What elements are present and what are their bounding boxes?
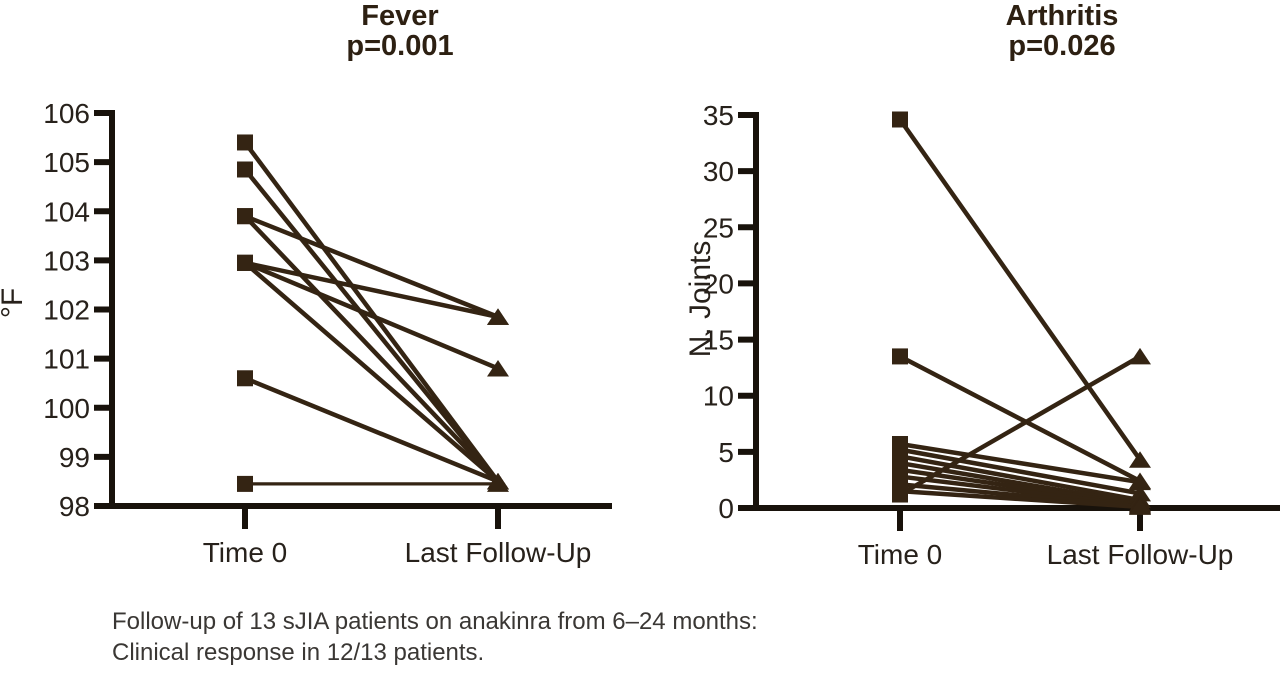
y-tick-label: 0 bbox=[718, 493, 734, 524]
patient-trajectory-line bbox=[243, 168, 500, 483]
fever-pvalue-text: p=0.001 bbox=[346, 30, 454, 62]
fever-panel-title: Fever p=0.001 bbox=[248, 1, 552, 61]
arthritis-y-axis-label: N. Joints bbox=[684, 240, 717, 358]
patient-trajectory-line bbox=[899, 441, 1141, 485]
y-tick-label: 102 bbox=[43, 295, 90, 326]
time0-square-marker bbox=[237, 161, 253, 178]
time0-square-marker bbox=[892, 348, 908, 365]
time0-square-marker bbox=[237, 475, 253, 492]
x-category-label: Last Follow-Up bbox=[405, 537, 592, 568]
patient-trajectory-line bbox=[898, 118, 1142, 462]
y-tick-label: 20 bbox=[703, 268, 734, 299]
followup-triangle-marker bbox=[1129, 347, 1151, 365]
y-tick-label: 30 bbox=[703, 156, 734, 187]
patient-trajectory-line bbox=[898, 354, 1142, 484]
y-tick-label: 106 bbox=[43, 98, 90, 129]
y-tick-label: 5 bbox=[718, 437, 734, 468]
y-tick-label: 15 bbox=[703, 325, 734, 356]
patient-trajectory-line bbox=[244, 214, 499, 319]
followup-triangle-marker bbox=[1129, 451, 1151, 468]
patient-trajectory-line bbox=[899, 447, 1141, 496]
y-tick-label: 104 bbox=[43, 196, 90, 227]
y-tick-label: 35 bbox=[703, 100, 734, 131]
followup-triangle-marker bbox=[1129, 473, 1151, 491]
x-category-label: Time 0 bbox=[203, 537, 288, 568]
fever-y-axis-label: °F bbox=[0, 287, 29, 319]
caption-line-2: Clinical response in 12/13 patients. bbox=[112, 639, 485, 666]
patient-trajectory-line bbox=[243, 141, 500, 483]
time0-square-marker bbox=[892, 483, 908, 500]
followup-triangle-marker bbox=[1129, 498, 1151, 515]
patient-trajectory-line bbox=[899, 454, 1141, 503]
patient-trajectory-line bbox=[244, 260, 499, 371]
followup-triangle-marker bbox=[487, 359, 509, 377]
patient-trajectory-line bbox=[899, 488, 1141, 510]
arthritis-panel: 35 30 25 20 15 10 5 0 Time 0 Last Follow-Up bbox=[703, 100, 1280, 570]
fever-panel: 106 105 104 103 102 101 100 99 98 Time 0 Last Foll… bbox=[43, 98, 612, 568]
y-tick-label: 105 bbox=[43, 147, 90, 178]
followup-triangle-marker bbox=[487, 308, 509, 325]
caption-line-1: Follow-up of 13 sJIA patients on anakinr… bbox=[112, 608, 758, 635]
time0-square-marker bbox=[237, 254, 253, 271]
arthritis-panel-title: Arthritis p=0.026 bbox=[910, 1, 1214, 61]
fever-title-text: Fever bbox=[361, 0, 439, 32]
patient-trajectory-line bbox=[244, 260, 499, 320]
y-tick-label: 10 bbox=[703, 381, 734, 412]
arthritis-title-text: Arthritis bbox=[1005, 0, 1119, 32]
y-tick-label: 101 bbox=[43, 344, 90, 375]
y-tick-label: 25 bbox=[703, 212, 734, 243]
x-category-label: Last Follow-Up bbox=[1047, 539, 1234, 570]
time0-square-marker bbox=[237, 134, 253, 151]
arthritis-pvalue-text: p=0.026 bbox=[1008, 30, 1116, 62]
time0-square-marker bbox=[237, 208, 253, 225]
time0-square-marker bbox=[237, 370, 253, 387]
followup-triangle-marker bbox=[487, 475, 509, 492]
patient-trajectory-line bbox=[244, 376, 499, 484]
y-tick-label: 99 bbox=[59, 442, 90, 473]
patient-trajectory-line bbox=[243, 214, 500, 483]
y-tick-label: 103 bbox=[43, 245, 90, 276]
x-category-label: Time 0 bbox=[858, 539, 943, 570]
figure-caption: Follow-up of 13 sJIA patients on anakinr… bbox=[112, 606, 758, 668]
y-tick-label: 98 bbox=[59, 491, 90, 522]
time0-square-marker bbox=[892, 111, 908, 128]
patient-trajectory-line bbox=[243, 261, 500, 484]
y-tick-label: 100 bbox=[43, 393, 90, 424]
